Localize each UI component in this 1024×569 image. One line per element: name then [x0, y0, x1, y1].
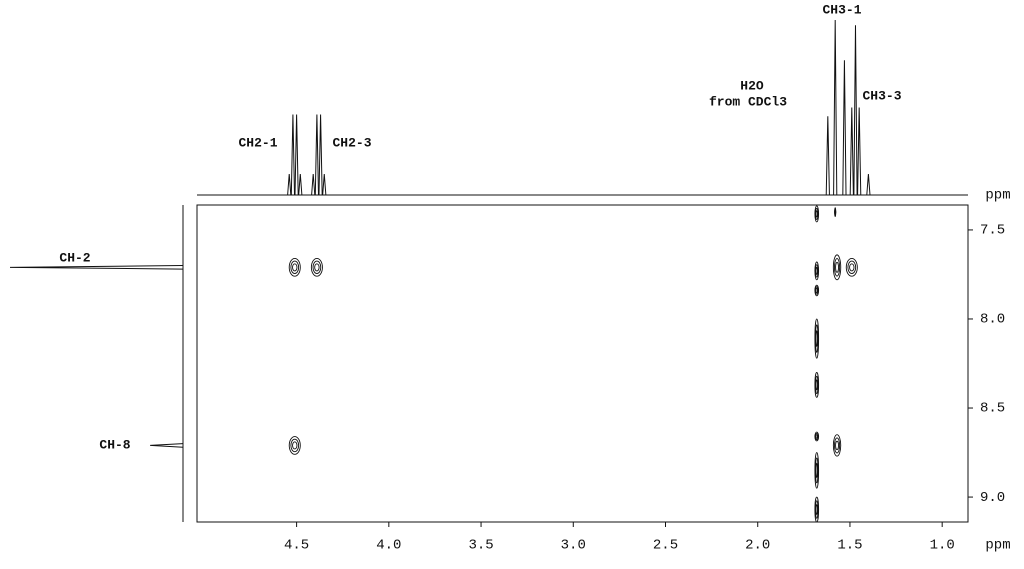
cross-peak-contour: [814, 205, 820, 223]
y-axis-label: ppm: [985, 188, 1010, 204]
top-peak: [833, 19, 838, 196]
x-tick-label: 2.5: [653, 538, 678, 554]
cross-peak-contour: [312, 260, 322, 275]
x-axis-label: ppm: [985, 538, 1010, 554]
left-peak: [9, 265, 184, 270]
x-tick-label: 2.0: [745, 538, 770, 554]
cross-peak-contour: [814, 318, 820, 359]
x-tick-label: 3.5: [468, 538, 493, 554]
top-peak: [290, 114, 296, 196]
cross-peak-contour: [815, 264, 819, 278]
y-tick-label: 9.0: [980, 490, 1005, 506]
plot-frame: [196, 204, 969, 523]
top-peak: [298, 173, 303, 196]
cross-peak-contour: [815, 500, 819, 519]
y-tick-label: 8.0: [980, 312, 1005, 328]
cross-peak-contour: [815, 286, 819, 295]
cross-peak-contour: [815, 375, 819, 395]
cross-peak-contour: [814, 452, 820, 489]
top-peak: [849, 107, 854, 196]
cross-peak-contour: [814, 431, 820, 442]
cross-peak-contour: [814, 496, 820, 523]
peak-annotation: CH-2: [59, 250, 90, 265]
top-peak: [853, 25, 858, 196]
top-peak: [287, 173, 292, 196]
top-peak: [322, 173, 327, 196]
cross-peak-contour: [835, 261, 839, 273]
cross-peak-contour: [815, 324, 819, 353]
cross-peak-contour: [834, 258, 841, 277]
cross-peak-contour: [288, 436, 301, 455]
cross-peak-contour: [292, 263, 298, 272]
cross-peak-contour: [832, 254, 842, 281]
x-tick-label: 1.0: [930, 538, 955, 554]
top-peak: [311, 173, 316, 196]
peak-annotation: CH-8: [99, 437, 130, 452]
peak-annotation: CH2-3: [332, 135, 371, 150]
cross-peak-contour: [814, 261, 820, 281]
x-tick-label: 4.5: [284, 538, 309, 554]
top-peak: [314, 114, 319, 196]
cross-peak-contour: [814, 284, 820, 297]
cross-peak-contour: [288, 257, 301, 277]
cross-peak-contour: [847, 260, 857, 275]
top-peak: [842, 60, 847, 196]
cross-peak-contour: [815, 432, 819, 441]
x-tick-label: 4.0: [376, 538, 401, 554]
cross-peak-contour: [815, 504, 818, 515]
top-peak: [294, 114, 299, 196]
top-peak: [857, 107, 862, 196]
cross-peak-contour: [832, 434, 842, 457]
cross-peak-contour: [290, 438, 300, 453]
cross-peak-contour: [815, 330, 818, 347]
peak-annotation: CH3-3: [862, 88, 901, 103]
cross-peak-contour: [292, 441, 298, 450]
cross-peak-contour: [849, 263, 855, 272]
top-peak: [318, 114, 323, 196]
left-peak: [150, 443, 184, 448]
cross-peak-contour: [310, 257, 323, 277]
cross-peak-contour: [314, 263, 320, 272]
cross-peak-contour: [835, 440, 839, 451]
cross-peak-contour: [834, 209, 837, 215]
cross-peak-contour: [814, 371, 820, 398]
peak-annotation: H2O: [740, 78, 764, 93]
peak-annotation: from CDCl3: [709, 94, 787, 109]
top-peak: [866, 173, 871, 196]
cross-peak-contour: [845, 257, 858, 277]
top-peak: [825, 116, 830, 196]
x-tick-label: 1.5: [837, 538, 862, 554]
cross-peak-contour: [834, 437, 841, 454]
cross-peak-contour: [815, 434, 818, 439]
peak-annotation: CH3-1: [822, 2, 861, 17]
cross-peak-contour: [815, 266, 818, 275]
cross-peak-contour: [815, 462, 818, 478]
x-tick-label: 3.0: [561, 538, 586, 554]
cross-peak-contour: [815, 379, 818, 391]
cross-peak-contour: [815, 207, 819, 220]
cross-peak-contour: [290, 260, 300, 275]
cross-peak-contour: [815, 210, 818, 218]
peak-annotation: CH2-1: [238, 135, 277, 150]
y-tick-label: 8.5: [980, 401, 1005, 417]
cross-peak-contour: [815, 457, 819, 484]
y-tick-label: 7.5: [980, 223, 1005, 239]
cross-peak-contour: [815, 287, 818, 294]
